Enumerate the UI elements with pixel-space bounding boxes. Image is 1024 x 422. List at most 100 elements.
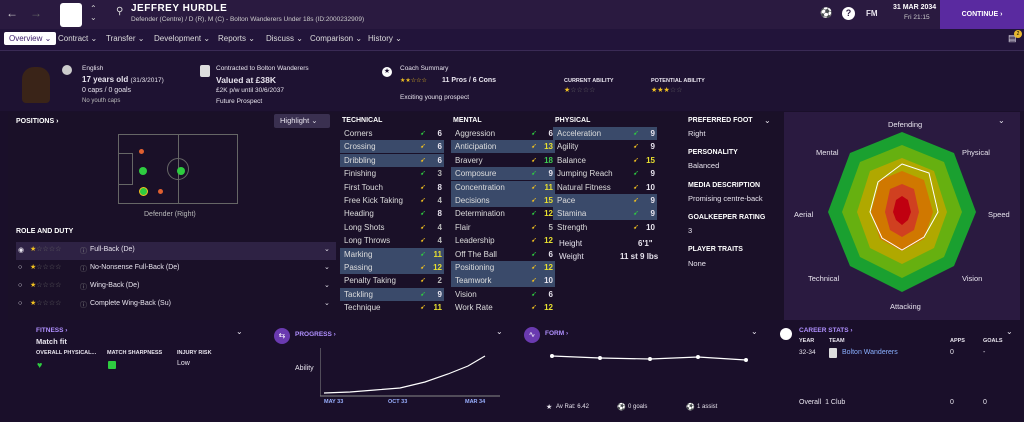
career-clubs: 1 Club bbox=[825, 399, 846, 406]
highlight-label: Highlight bbox=[280, 116, 310, 125]
attribute-row[interactable]: Tackling ➹ 9 bbox=[340, 287, 444, 301]
role-duty-title: ROLE AND DUTY bbox=[16, 228, 74, 235]
attribute-row[interactable]: Jumping Reach ➹ 9 bbox=[553, 167, 657, 180]
progress-title[interactable]: PROGRESS › bbox=[295, 331, 336, 338]
attribute-row[interactable]: Natural Fitness ➹ 10 bbox=[553, 181, 657, 194]
trend-arrow-icon: ➹ bbox=[420, 304, 426, 312]
attribute-row[interactable]: Free Kick Taking ➹ 4 bbox=[340, 194, 444, 207]
tab-reports[interactable]: Reports ⌄ bbox=[218, 34, 255, 43]
player-name: JEFFREY HURDLE bbox=[131, 3, 228, 14]
career-title[interactable]: CAREER STATS › bbox=[799, 327, 853, 334]
attribute-row[interactable]: Balance ➹ 15 bbox=[553, 154, 657, 167]
attribute-row[interactable]: Passing ➹ 12 bbox=[340, 261, 444, 274]
chevron-down-icon[interactable]: ⌄ bbox=[324, 246, 330, 253]
tab-overview[interactable]: Overview ⌄ bbox=[4, 32, 57, 45]
chevron-down-icon[interactable]: ⌄ bbox=[764, 116, 771, 125]
attribute-name: Determination bbox=[455, 209, 505, 219]
tab-discuss[interactable]: Discuss ⌄ bbox=[266, 34, 303, 43]
info-icon[interactable]: ⓘ bbox=[80, 284, 87, 291]
positions-title[interactable]: POSITIONS › bbox=[16, 118, 59, 125]
attribute-row[interactable]: Marking ➹ 11 bbox=[340, 247, 444, 261]
role-row[interactable]: ○ ★☆☆☆☆ ⓘ No-Nonsense Full-Back (De) ⌄ bbox=[16, 260, 336, 278]
role-row[interactable]: ○ ★☆☆☆☆ ⓘ Complete Wing-Back (Su) ⌄ bbox=[16, 296, 336, 314]
attribute-row[interactable]: Acceleration ➹ 9 bbox=[553, 127, 657, 140]
radio-selected-icon[interactable]: ◉ bbox=[18, 247, 25, 254]
highlight-dropdown[interactable]: Highlight ⌄ bbox=[274, 114, 330, 128]
tab-history[interactable]: History ⌄ bbox=[368, 34, 402, 43]
chevron-down-icon[interactable]: ⌄ bbox=[751, 327, 758, 336]
player-avatar bbox=[22, 67, 50, 103]
forward-arrow-icon[interactable]: → bbox=[30, 6, 42, 20]
attribute-row[interactable]: Corners ➹ 6 bbox=[340, 127, 444, 140]
attribute-value: 6 bbox=[437, 142, 442, 152]
attribute-row[interactable]: Leadership ➹ 12 bbox=[451, 234, 555, 247]
radio-icon[interactable]: ○ bbox=[18, 264, 23, 271]
attribute-value: 9 bbox=[437, 289, 442, 299]
attribute-row[interactable]: Strength ➹ 10 bbox=[553, 221, 657, 234]
attribute-row[interactable]: Technique ➹ 11 bbox=[340, 301, 444, 314]
attribute-row[interactable]: Anticipation ➹ 13 bbox=[451, 140, 555, 154]
info-icon[interactable]: ⓘ bbox=[80, 302, 87, 309]
attribute-row[interactable]: Pace ➹ 9 bbox=[553, 194, 657, 207]
fm-button[interactable]: FM bbox=[866, 9, 878, 18]
attribute-row[interactable]: Finishing ➹ 3 bbox=[340, 167, 444, 180]
attribute-row[interactable]: Heading ➹ 8 bbox=[340, 207, 444, 220]
attribute-row[interactable]: Long Throws ➹ 4 bbox=[340, 234, 444, 247]
attribute-name: Agility bbox=[557, 142, 579, 152]
attribute-row[interactable]: Work Rate ➹ 12 bbox=[451, 301, 555, 314]
trend-arrow-icon: ➹ bbox=[420, 143, 426, 151]
attribute-row[interactable]: Long Shots ➹ 4 bbox=[340, 221, 444, 234]
world-icon[interactable]: ⚽ bbox=[820, 8, 833, 19]
search-icon[interactable]: ⚲ bbox=[116, 6, 124, 17]
attribute-row[interactable]: Penalty Taking ➹ 2 bbox=[340, 274, 444, 287]
role-row[interactable]: ◉ ★☆☆☆☆ ⓘ Full-Back (De) ⌄ bbox=[16, 242, 336, 260]
tab-transfer[interactable]: Transfer ⌄ bbox=[106, 34, 145, 43]
chevron-down-icon[interactable]: ⌄ bbox=[324, 264, 330, 271]
game-time: Fri 21:15 bbox=[904, 14, 930, 21]
attribute-row[interactable]: Bravery ➹ 18 bbox=[451, 154, 555, 167]
personality: Balanced bbox=[688, 161, 720, 170]
continue-button[interactable]: CONTINUE › bbox=[940, 0, 1024, 29]
chevron-down-icon[interactable]: ⌄ bbox=[496, 327, 503, 336]
help-icon[interactable]: ? bbox=[842, 7, 855, 20]
tab-comparison[interactable]: Comparison ⌄ bbox=[310, 34, 363, 43]
chevron-down-icon[interactable]: ⌄ bbox=[998, 116, 1005, 125]
radar-label-vision: Vision bbox=[962, 274, 983, 283]
form-title[interactable]: FORM › bbox=[545, 330, 569, 337]
chevron-down-icon[interactable]: ⌄ bbox=[324, 282, 330, 289]
chevron-updown-icon[interactable]: ⌃ ⌄ bbox=[90, 4, 97, 22]
attribute-row[interactable]: Determination ➹ 12 bbox=[451, 207, 555, 220]
attribute-row[interactable]: Agility ➹ 9 bbox=[553, 140, 657, 153]
career-team-link[interactable]: Bolton Wanderers bbox=[842, 349, 898, 356]
attribute-name: Decisions bbox=[455, 196, 490, 205]
fitness-title[interactable]: FITNESS › bbox=[36, 327, 68, 334]
attribute-row[interactable]: Decisions ➹ 15 bbox=[451, 194, 555, 207]
progress-line bbox=[323, 355, 486, 394]
info-icon[interactable]: ⓘ bbox=[80, 248, 87, 255]
attribute-row[interactable]: First Touch ➹ 8 bbox=[340, 181, 444, 194]
attribute-row[interactable]: Aggression ➹ 6 bbox=[451, 127, 555, 140]
attribute-row[interactable]: Composure ➹ 9 bbox=[451, 167, 555, 181]
attribute-row[interactable]: Teamwork ➹ 10 bbox=[451, 274, 555, 288]
attribute-row[interactable]: Stamina ➹ 9 bbox=[553, 207, 657, 221]
tab-development[interactable]: Development ⌄ bbox=[154, 34, 211, 43]
attribute-row[interactable]: Crossing ➹ 6 bbox=[340, 140, 444, 154]
chevron-down-icon[interactable]: ⌄ bbox=[324, 300, 330, 307]
back-arrow-icon[interactable]: ← bbox=[6, 6, 18, 20]
attribute-row[interactable]: Concentration ➹ 11 bbox=[451, 180, 555, 194]
attribute-value: 18 bbox=[544, 155, 553, 165]
attribute-row[interactable]: Flair ➹ 5 bbox=[451, 221, 555, 234]
chevron-down-icon[interactable]: ⌄ bbox=[1006, 327, 1013, 336]
attribute-row[interactable]: Dribbling ➹ 6 bbox=[340, 153, 444, 167]
tab-contract[interactable]: Contract ⌄ bbox=[58, 34, 98, 43]
info-icon[interactable]: ⓘ bbox=[80, 266, 87, 273]
role-row[interactable]: ○ ★☆☆☆☆ ⓘ Wing-Back (De) ⌄ bbox=[16, 278, 336, 296]
notification-icon[interactable]: ▤ bbox=[1008, 33, 1017, 43]
position-dot bbox=[139, 149, 144, 154]
chevron-down-icon[interactable]: ⌄ bbox=[236, 327, 243, 336]
attribute-row[interactable]: Vision ➹ 6 bbox=[451, 288, 555, 301]
radio-icon[interactable]: ○ bbox=[18, 282, 23, 289]
attribute-row[interactable]: Positioning ➹ 12 bbox=[451, 261, 555, 274]
attribute-row[interactable]: Off The Ball ➹ 6 bbox=[451, 248, 555, 261]
radio-icon[interactable]: ○ bbox=[18, 300, 23, 307]
